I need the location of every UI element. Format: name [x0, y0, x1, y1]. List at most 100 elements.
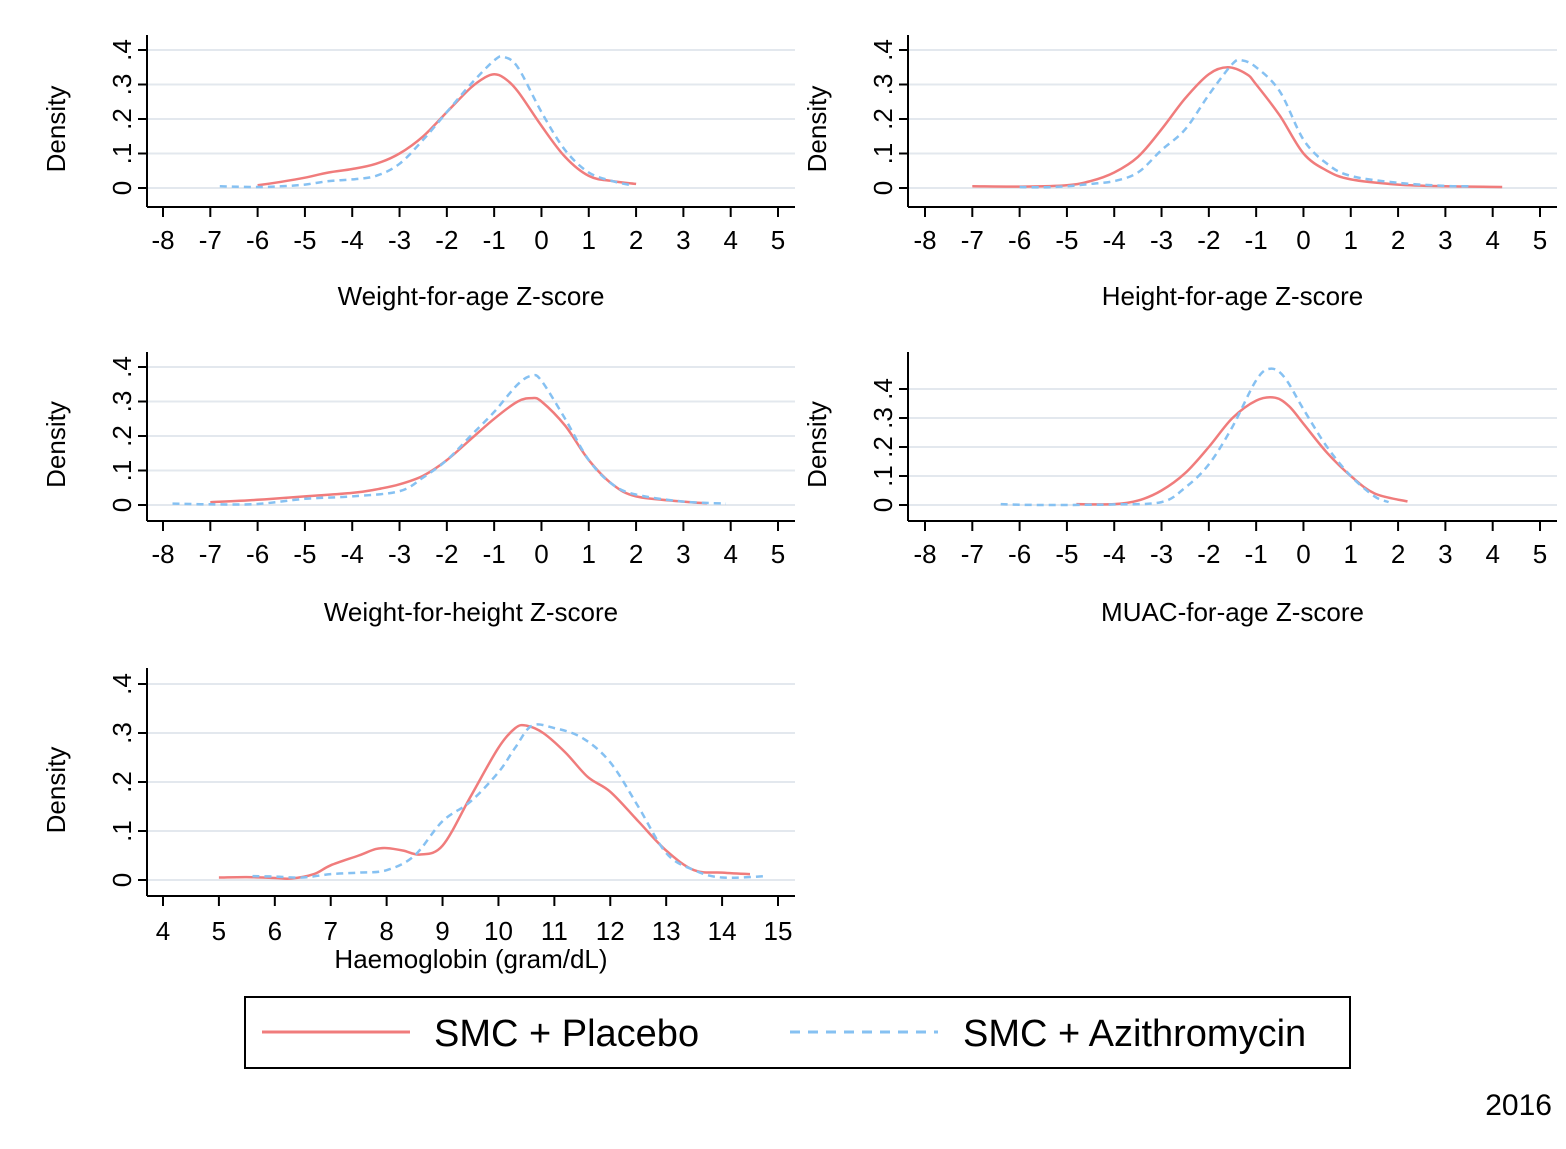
x-tick-label: -2: [1197, 539, 1220, 569]
x-axis-title: Height-for-age Z-score: [1102, 281, 1364, 311]
x-tick-label: -7: [961, 539, 984, 569]
x-tick-label: 2: [629, 539, 643, 569]
series-line-placebo: [218, 723, 751, 881]
series-line-placebo: [1076, 396, 1408, 506]
x-tick-label: 13: [652, 916, 681, 946]
y-tick-label: .1: [107, 460, 137, 482]
chart-panel-2: 0 .1 .2 .3 .4 -8 -7 -6 -5 -4 -3 -2 -1 0 1 2 3 4 5 Density He…: [802, 35, 1557, 311]
x-tick-label: 5: [771, 539, 785, 569]
x-tick-label: -2: [435, 539, 458, 569]
series-line-azithromycin: [1019, 58, 1470, 189]
x-tick-label: -1: [483, 539, 506, 569]
x-tick-label: -4: [341, 225, 364, 255]
y-tick-label: .2: [107, 771, 137, 793]
y-tick-label: .2: [868, 108, 898, 130]
chart-panel-4: 0 .1 .2 .3 .4 -8 -7 -6 -5 -4 -3 -2 -1 0 1 2 3 4 5 Density MU…: [802, 352, 1557, 627]
x-tick-label: 3: [676, 225, 690, 255]
x-tick-label: -6: [246, 225, 269, 255]
x-tick-label: 3: [1438, 225, 1452, 255]
x-tick-label: 1: [1344, 539, 1358, 569]
series-line-azithromycin: [1000, 367, 1390, 507]
y-tick-label: .2: [107, 425, 137, 447]
x-tick-label: -5: [1055, 225, 1078, 255]
x-tick-label: -8: [913, 539, 936, 569]
x-tick-label: 0: [1296, 539, 1310, 569]
year-label: 2016: [1485, 1089, 1552, 1122]
legend-label-azithromycin: SMC + Azithromycin: [963, 1013, 1306, 1055]
x-tick-label: -7: [199, 225, 222, 255]
x-tick-label: 2: [1391, 225, 1405, 255]
series-line-azithromycin: [172, 373, 727, 506]
chart-panel-3: 0 .1 .2 .3 .4 -8 -7 -6 -5 -4 -3 -2 -1 0 1 2 3 4 5 Density We…: [41, 352, 795, 627]
x-tick-label: 1: [1344, 225, 1358, 255]
y-tick-label: .1: [107, 820, 137, 842]
x-tick-label: 3: [676, 539, 690, 569]
y-tick-label: .3: [868, 74, 898, 96]
x-tick-label: 5: [212, 916, 226, 946]
x-tick-label: -1: [1245, 225, 1268, 255]
x-tick-label: -3: [1150, 225, 1173, 255]
y-tick-label: .1: [107, 143, 137, 165]
chart-panel-5: 0 .1 .2 .3 .4 4 5 6 7 8 9 10 11 12 13 14 15 Density Haemog…: [41, 668, 795, 974]
series-line-azithromycin: [252, 723, 767, 879]
y-axis-title: Density: [41, 747, 71, 834]
x-tick-label: -8: [913, 225, 936, 255]
y-tick-label: 0: [107, 873, 137, 887]
series-line-azithromycin: [219, 55, 632, 189]
x-tick-label: 6: [268, 916, 282, 946]
x-tick-label: 4: [1485, 225, 1499, 255]
y-axis-title: Density: [41, 86, 71, 173]
y-tick-label: .2: [868, 436, 898, 458]
series-line-placebo: [210, 396, 708, 505]
y-tick-label: .4: [107, 673, 137, 695]
x-tick-label: -4: [341, 539, 364, 569]
x-axis-title: Weight-for-height Z-score: [324, 597, 618, 627]
x-tick-label: 5: [771, 225, 785, 255]
x-tick-label: -3: [1150, 539, 1173, 569]
x-tick-label: 0: [534, 539, 548, 569]
y-axis-title: Density: [802, 86, 832, 173]
x-tick-label: 10: [484, 916, 513, 946]
y-tick-label: 0: [107, 498, 137, 512]
x-tick-label: 2: [1391, 539, 1405, 569]
x-tick-label: -6: [1008, 225, 1031, 255]
y-tick-label: .4: [107, 356, 137, 378]
x-tick-label: 12: [596, 916, 625, 946]
x-tick-label: -7: [199, 539, 222, 569]
x-axis-title: MUAC-for-age Z-score: [1101, 597, 1364, 627]
y-tick-label: .2: [107, 108, 137, 130]
x-tick-label: 0: [1296, 225, 1310, 255]
x-tick-label: -6: [246, 539, 269, 569]
y-tick-label: .1: [868, 465, 898, 487]
x-axis-title: Weight-for-age Z-score: [338, 281, 605, 311]
x-tick-label: -7: [961, 225, 984, 255]
x-tick-label: 1: [582, 225, 596, 255]
x-tick-label: 4: [723, 225, 737, 255]
x-tick-label: 2: [629, 225, 643, 255]
x-tick-label: 11: [541, 916, 568, 946]
x-tick-label: -5: [1055, 539, 1078, 569]
chart-panel-1: 0 .1 .2 .3 .4 -8 -7 -6 -5 -4 -3 -2 -1 0 1 2 3 4 5 Density We…: [41, 35, 795, 311]
y-tick-label: 0: [107, 181, 137, 195]
x-tick-label: -4: [1103, 539, 1126, 569]
x-tick-label: 15: [764, 916, 793, 946]
x-tick-label: 0: [534, 225, 548, 255]
y-tick-label: .3: [107, 391, 137, 413]
y-tick-label: .4: [107, 39, 137, 61]
x-tick-label: -3: [388, 539, 411, 569]
y-axis-title: Density: [41, 401, 71, 488]
x-tick-label: -5: [293, 225, 316, 255]
series-line-placebo: [972, 66, 1503, 189]
legend-label-placebo: SMC + Placebo: [434, 1013, 699, 1055]
x-tick-label: -5: [293, 539, 316, 569]
x-tick-label: -1: [1245, 539, 1268, 569]
x-tick-label: -6: [1008, 539, 1031, 569]
y-tick-label: 0: [868, 181, 898, 195]
x-tick-label: 3: [1438, 539, 1452, 569]
x-tick-label: -8: [151, 225, 174, 255]
legend: SMC + Placebo SMC + Azithromycin: [244, 996, 1351, 1069]
y-tick-label: .3: [107, 722, 137, 744]
x-tick-label: 14: [708, 916, 737, 946]
x-tick-label: -1: [483, 225, 506, 255]
x-tick-label: -8: [151, 539, 174, 569]
